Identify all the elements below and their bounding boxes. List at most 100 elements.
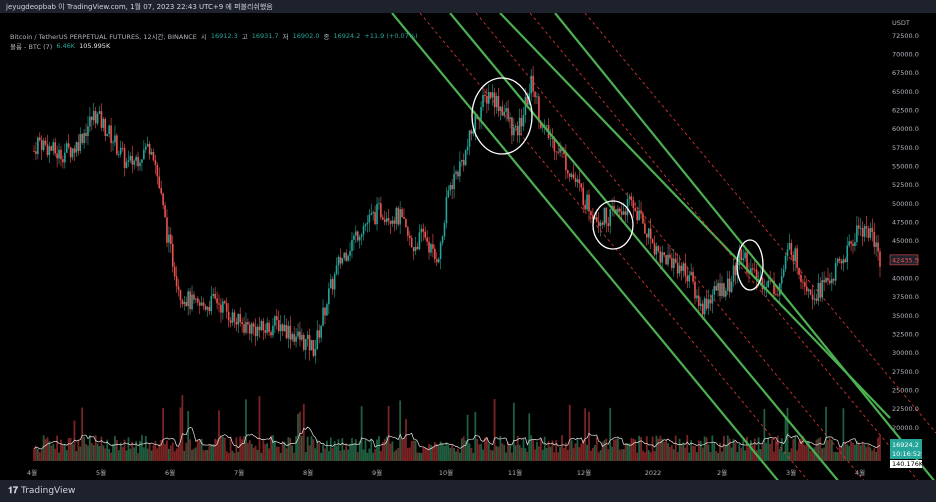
volume-bar [206,449,209,461]
volume-bar [229,436,232,461]
volume-bar [753,438,756,461]
candle-body [782,269,785,277]
candle-body [276,316,278,320]
volume-bar [717,452,720,461]
tradingview-logo[interactable]: 𝟏𝟕 TradingView [8,486,75,496]
channel-line[interactable] [554,13,936,480]
volume-bar [809,450,812,461]
volume-bar [493,399,496,461]
volume-bar [430,445,432,461]
channel-midline[interactable] [419,13,810,480]
volume-bar [628,443,631,461]
volume-bar [526,451,529,461]
volume-bar [287,437,290,461]
volume-bar [139,440,141,461]
volume-bar [339,450,342,461]
y-tick-label: 27500.0 [892,368,919,376]
volume-bar [482,449,484,461]
candle-body [507,108,509,120]
candle-body [227,311,230,321]
volume-bar [518,444,521,461]
last-price-badge [889,254,919,266]
candle-body [154,160,157,166]
candle-body [231,312,234,323]
volume-bar [846,444,849,461]
volume-bar [337,439,340,461]
volume-bar [520,447,523,461]
candle-body [462,160,465,166]
channel-line[interactable] [499,13,891,419]
channel-line[interactable] [449,13,840,480]
candle-body [574,178,577,183]
channel-midline[interactable] [584,13,936,434]
volume-bar [859,445,862,461]
volume-bar [586,444,588,461]
volume-bar [838,446,841,461]
candle-body [447,190,450,198]
annotation-circle[interactable] [471,77,533,155]
candle-body [73,148,76,153]
candle-body [624,211,627,215]
price-chart-svg[interactable]: 72500.0 70000.0 67500.0 65000.0 62500.0 60000… [0,13,936,480]
volume-bar [640,437,642,461]
volume-bar [721,451,723,461]
candle-body [777,294,779,296]
candle-body [405,218,407,228]
volume-bar [146,448,149,461]
volume-bar [487,443,490,461]
volume-bar [491,450,494,461]
candle-body [85,132,87,137]
candle-body [738,249,741,266]
volume-bar [285,448,288,461]
candle-body [40,140,43,150]
candle-body [71,148,74,158]
volume-bar [759,449,762,461]
volume-bar [636,452,639,461]
candle-body [584,204,586,210]
volume-bar [135,441,138,461]
symbol-name[interactable]: Bitcoin / TetherUS PERPETUAL FUTURES, 12… [10,33,197,41]
candle-body [328,288,330,305]
volume-bar [171,442,174,461]
candle-body [299,331,301,340]
candle-body [241,322,243,325]
volume-bar [279,452,282,461]
chart-area[interactable]: 72500.0 70000.0 67500.0 65000.0 62500.0 60000… [0,13,936,480]
volume-bar [692,446,694,461]
volume-bar [289,438,292,461]
last-price-label: 42435.5 [892,256,919,264]
volume-bar [690,440,693,461]
volume-bar [308,445,311,461]
candle-body [723,283,725,297]
candle-body [532,75,534,92]
annotation-circle[interactable] [736,239,764,291]
candle-body [150,152,153,155]
channel-line[interactable] [391,13,780,480]
candle-body [865,226,868,229]
x-tick-label: 3월 [786,468,796,477]
candle-body [489,92,492,98]
volume-bar [638,435,641,461]
volume-bar [248,440,251,461]
volume-bar [823,447,826,461]
candle-body [761,277,764,290]
low-label: 저 [282,33,289,41]
candle-body [854,242,856,247]
volume-bar [561,435,563,461]
volume-bar [503,444,506,461]
y-tick-label: 65000.0 [892,88,919,96]
volume-bar [254,445,257,461]
channel-midline[interactable] [475,13,866,480]
volume-bar [310,436,313,461]
volume-bar [391,441,394,461]
candle-body [705,298,708,309]
candle-body [434,248,436,260]
candle-body [671,258,673,268]
volume-bar [428,443,430,461]
candle-body [285,324,288,339]
volume-bar [158,444,161,461]
candle-body [859,228,862,229]
volume-title[interactable]: 볼륨 - BTC (7) [10,43,53,51]
annotation-circle[interactable] [592,200,634,250]
candle-body [601,222,604,225]
